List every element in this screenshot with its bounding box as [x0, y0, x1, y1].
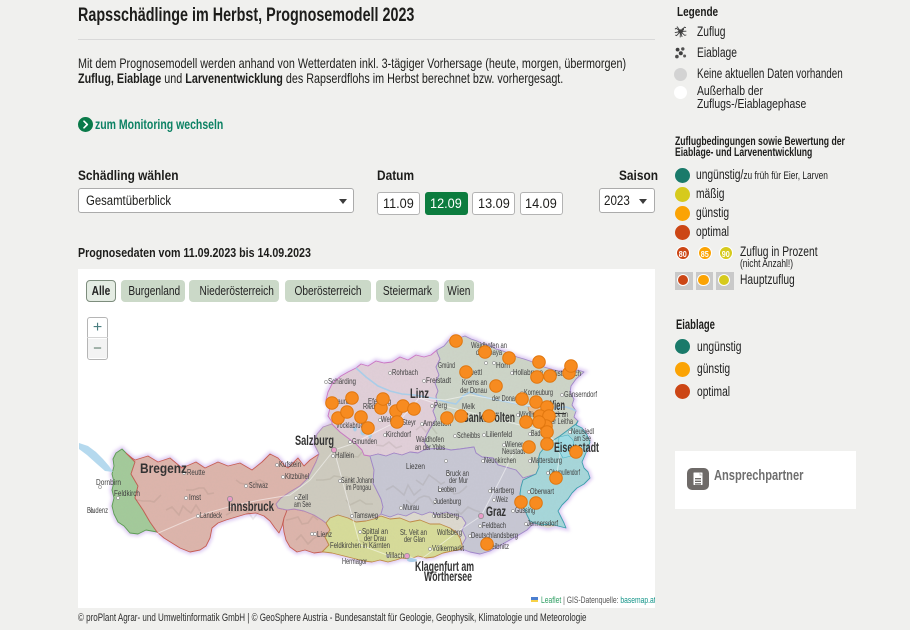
svg-text:Feldkirch: Feldkirch: [114, 489, 140, 498]
svg-text:der Donau: der Donau: [460, 386, 487, 395]
svg-text:Murau: Murau: [403, 503, 419, 512]
svg-text:Klagenfurt am: Klagenfurt am: [415, 559, 474, 574]
svg-text:Feldkirchen in Kärnten: Feldkirchen in Kärnten: [330, 541, 390, 550]
svg-text:Judenburg: Judenburg: [434, 497, 461, 506]
svg-text:Hallein: Hallein: [335, 451, 354, 460]
svg-text:St. Veit an: St. Veit an: [400, 528, 427, 537]
svg-text:Bruck an: Bruck an: [446, 469, 469, 478]
svg-text:Kirchdorf: Kirchdorf: [386, 430, 412, 439]
svg-text:Landeck: Landeck: [200, 511, 223, 520]
svg-text:Innsbruck: Innsbruck: [228, 499, 274, 514]
svg-text:Wolfsberg: Wolfsberg: [437, 528, 462, 537]
svg-text:Neusiedl: Neusiedl: [571, 427, 594, 436]
svg-text:Melk: Melk: [462, 402, 476, 411]
svg-text:Leoben: Leoben: [438, 485, 456, 494]
svg-text:Neustadt: Neustadt: [502, 447, 526, 456]
svg-text:Zwettl: Zwettl: [466, 368, 482, 377]
svg-text:Mödling: Mödling: [519, 410, 539, 419]
svg-text:Wiener: Wiener: [505, 440, 523, 449]
svg-text:Kufstein: Kufstein: [279, 460, 301, 469]
svg-text:Krems an: Krems an: [462, 378, 487, 387]
svg-text:Hermagor: Hermagor: [342, 557, 367, 566]
svg-text:Oberwart: Oberwart: [530, 487, 555, 496]
svg-text:Jennersdorf: Jennersdorf: [527, 519, 559, 528]
svg-text:Perg: Perg: [434, 401, 447, 410]
svg-text:Weiz: Weiz: [496, 495, 508, 504]
svg-text:am See: am See: [294, 500, 311, 509]
svg-text:der Leitha: der Leitha: [548, 417, 573, 426]
svg-text:im Pongau: im Pongau: [346, 483, 371, 492]
svg-text:Gmunden: Gmunden: [352, 437, 377, 446]
svg-text:Schärding: Schärding: [328, 377, 356, 386]
svg-text:Reutte: Reutte: [187, 468, 205, 477]
svg-text:Deutschlandsberg: Deutschlandsberg: [471, 531, 518, 540]
svg-text:Kitzbühel: Kitzbühel: [285, 472, 309, 481]
svg-text:Bregenz: Bregenz: [140, 461, 187, 476]
svg-text:an der Ybbs: an der Ybbs: [415, 443, 445, 452]
svg-text:Sankt Johann: Sankt Johann: [341, 476, 374, 485]
svg-text:Korneuburg: Korneuburg: [524, 388, 553, 397]
svg-text:am See: am See: [574, 434, 591, 443]
svg-text:Villach: Villach: [386, 551, 404, 560]
svg-text:Waidhofen an: Waidhofen an: [471, 341, 507, 350]
svg-text:Salzburg: Salzburg: [295, 433, 334, 448]
svg-text:Hollabrunn: Hollabrunn: [513, 368, 543, 377]
svg-text:Freistadt: Freistadt: [426, 376, 452, 385]
svg-text:Braunau: Braunau: [332, 397, 353, 406]
svg-text:Linz: Linz: [410, 386, 429, 401]
svg-text:Amstetten: Amstetten: [423, 419, 451, 428]
svg-text:Hartberg: Hartberg: [491, 486, 514, 495]
svg-text:Wörthersee: Wörthersee: [424, 569, 472, 584]
svg-text:Neunkirchen: Neunkirchen: [484, 456, 516, 465]
svg-text:Güssing: Güssing: [515, 506, 535, 515]
svg-text:Vöcklabruck: Vöcklabruck: [336, 421, 367, 430]
svg-text:Graz: Graz: [486, 504, 506, 519]
svg-text:Leibnitz: Leibnitz: [488, 542, 509, 551]
svg-text:Imst: Imst: [189, 493, 202, 502]
svg-text:Dornbirn: Dornbirn: [96, 478, 121, 487]
svg-text:Gänserndorf: Gänserndorf: [564, 390, 598, 399]
svg-text:Lilienfeld: Lilienfeld: [486, 430, 512, 439]
svg-text:der Drau: der Drau: [364, 534, 386, 543]
svg-text:Scheibbs: Scheibbs: [457, 431, 480, 440]
svg-text:der Mur: der Mur: [449, 476, 468, 485]
svg-text:Schwaz: Schwaz: [249, 481, 268, 490]
svg-text:Feldbach: Feldbach: [482, 521, 506, 530]
svg-text:Völkermarkt: Völkermarkt: [432, 544, 465, 553]
svg-text:Zell: Zell: [298, 493, 308, 502]
svg-text:Ried: Ried: [363, 402, 375, 411]
svg-text:Rohrbach: Rohrbach: [392, 368, 418, 377]
svg-text:Mattersburg: Mattersburg: [531, 456, 562, 465]
svg-text:Gmünd: Gmünd: [438, 361, 455, 370]
svg-text:Liezen: Liezen: [406, 462, 425, 471]
svg-text:Voitsberg: Voitsberg: [433, 511, 459, 520]
svg-text:Bruck an: Bruck an: [546, 410, 568, 419]
svg-text:Oberpullendorf: Oberpullendorf: [549, 468, 580, 477]
svg-text:Bludenz: Bludenz: [87, 506, 108, 515]
svg-text:Waidhofen: Waidhofen: [416, 435, 444, 444]
svg-text:Baden: Baden: [531, 429, 546, 438]
svg-text:der Donau: der Donau: [492, 394, 518, 403]
svg-text:der Glan: der Glan: [404, 535, 425, 544]
svg-text:Horn: Horn: [496, 361, 510, 370]
svg-text:Lienz: Lienz: [317, 530, 332, 539]
svg-text:Tamsweg: Tamsweg: [354, 511, 378, 520]
svg-text:Wels: Wels: [381, 415, 394, 424]
svg-text:Steyr: Steyr: [402, 418, 416, 427]
svg-text:Spittal an: Spittal an: [362, 527, 388, 536]
